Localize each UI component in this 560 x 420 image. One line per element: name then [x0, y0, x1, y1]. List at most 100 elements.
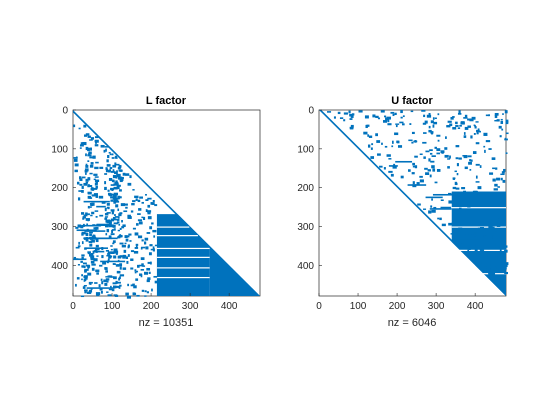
l-factor-nonzero-entry	[122, 224, 126, 227]
l-factor-nonzero-entry	[86, 147, 90, 150]
l-factor-nonzero-entry	[85, 172, 87, 175]
l-factor-nonzero-entry	[106, 212, 111, 214]
u-factor-nonzero-entry	[475, 121, 479, 123]
l-factor-nonzero-entry	[144, 295, 147, 297]
u-factor-nonzero-entry	[441, 223, 446, 227]
l-factor-xtick-label: 200	[143, 301, 160, 312]
l-factor-nonzero-entry	[99, 214, 104, 217]
u-factor-nonzero-entry	[370, 147, 373, 150]
l-factor-nonzero-entry	[113, 198, 118, 202]
l-factor-nonzero-entry	[87, 195, 92, 199]
u-factor-nonzero-entry	[436, 152, 441, 155]
l-factor-nonzero-entry	[118, 223, 121, 226]
l-factor-nonzero-entry	[119, 263, 123, 267]
l-factor-nonzero-entry	[111, 289, 115, 292]
l-factor-nonzero-entry	[89, 233, 92, 236]
l-factor-nonzero-entry	[109, 153, 112, 156]
l-factor-nonzero-entry	[85, 181, 89, 184]
u-factor-nonzero-entry	[495, 271, 499, 273]
u-factor-nonzero-entry	[414, 140, 417, 143]
l-factor-xtick-label: 100	[104, 301, 121, 312]
l-factor-nonzero-entry	[144, 241, 147, 245]
u-factor-nonzero-entry	[480, 221, 484, 225]
l-factor-nonzero-entry	[134, 247, 139, 249]
l-factor-row-gap	[156, 235, 198, 237]
u-factor-nonzero-entry	[383, 167, 386, 170]
u-factor-nonzero-entry	[492, 167, 496, 170]
l-factor-nonzero-entry	[111, 193, 115, 196]
l-factor-nonzero-entry	[82, 216, 86, 219]
u-factor-nonzero-entry	[494, 119, 499, 122]
l-factor-nonzero-entry	[101, 255, 104, 259]
l-factor-nonzero-entry	[127, 254, 130, 257]
u-factor-nonzero-entry	[486, 267, 491, 269]
l-factor-nonzero-entry	[90, 137, 95, 140]
u-factor-nonzero-entry	[429, 149, 433, 152]
u-factor-nonzero-entry	[492, 265, 496, 270]
u-factor-nonzero-entry	[499, 135, 502, 138]
u-factor-nonzero-entry	[496, 223, 500, 226]
l-factor-nonzero-entry	[111, 189, 114, 192]
u-factor-nonzero-entry	[480, 249, 485, 251]
l-factor-nonzero-entry	[116, 173, 119, 177]
u-factor-nonzero-entry	[387, 123, 392, 126]
u-factor-nonzero-entry	[497, 186, 500, 188]
l-factor-nonzero-entry	[102, 261, 107, 265]
l-factor-nonzero-entry	[127, 245, 130, 249]
u-factor-nonzero-entry	[468, 161, 472, 165]
u-factor-nonzero-entry	[386, 116, 392, 120]
u-factor-nonzero-entry	[367, 144, 371, 148]
l-factor-nonzero-entry	[124, 242, 127, 245]
l-factor-nonzero-entry	[126, 295, 132, 299]
l-factor-nonzero-entry	[80, 142, 84, 145]
l-factor-nonzero-entry	[95, 185, 98, 189]
l-factor-nonzero-entry	[81, 254, 85, 257]
l-factor-nonzero-entry	[76, 181, 80, 185]
u-factor-nonzero-entry	[388, 170, 393, 173]
u-factor-nonzero-entry	[498, 251, 501, 254]
l-factor-nonzero-entry	[73, 124, 76, 128]
l-factor-dense-block	[209, 245, 260, 296]
u-factor-nonzero-entry	[436, 168, 441, 172]
u-factor-nonzero-entry	[431, 209, 436, 213]
u-factor-nonzero-entry	[498, 201, 501, 203]
u-factor-nonzero-entry	[501, 171, 505, 174]
l-factor-nonzero-entry	[105, 167, 108, 171]
u-factor-nonzero-entry	[474, 251, 478, 254]
u-factor-nonzero-entry	[337, 111, 341, 115]
l-factor-nonzero-entry	[85, 212, 88, 216]
l-factor-nonzero-entry	[94, 182, 98, 186]
l-factor-nonzero-entry	[130, 267, 134, 270]
u-factor-nonzero-entry	[477, 186, 482, 190]
l-factor-nonzero-entry	[114, 214, 116, 216]
l-factor-nonzero-entry	[125, 173, 130, 176]
l-factor-nonzero-entry	[113, 228, 116, 231]
u-factor-nonzero-entry	[411, 172, 415, 175]
l-factor-nonzero-entry	[147, 204, 151, 208]
l-factor-nonzero-entry	[81, 241, 84, 245]
u-factor-nonzero-entry	[434, 117, 437, 120]
u-factor-nonzero-entry	[463, 190, 467, 194]
l-factor-nonzero-entry	[113, 276, 117, 280]
l-factor-nonzero-entry	[109, 221, 112, 225]
u-factor-nonzero-entry	[504, 110, 508, 114]
l-factor-nonzero-entry	[73, 158, 78, 162]
u-factor-nonzero-entry	[408, 139, 413, 142]
l-factor-row-streak	[84, 230, 106, 232]
l-factor-nonzero-entry	[117, 229, 120, 232]
u-factor-nonzero-entry	[487, 253, 492, 257]
l-factor-nonzero-entry	[89, 164, 94, 168]
u-factor-nonzero-entry	[431, 155, 436, 157]
l-factor-nonzero-entry	[95, 215, 98, 218]
u-factor-row-gap	[451, 273, 506, 275]
l-factor-nonzero-entry	[118, 165, 122, 168]
l-factor-nonzero-entry	[107, 251, 112, 254]
u-factor-nonzero-entry	[445, 136, 447, 139]
u-factor-nonzero-entry	[339, 117, 344, 119]
l-factor-nonzero-entry	[141, 216, 144, 219]
l-factor-nonzero-entry	[96, 248, 100, 251]
l-factor-nonzero-entry	[91, 281, 93, 284]
l-factor-nonzero-entry	[111, 157, 115, 159]
u-factor-nonzero-entry	[488, 224, 493, 228]
u-factor-xtick-label: 0	[316, 301, 322, 312]
